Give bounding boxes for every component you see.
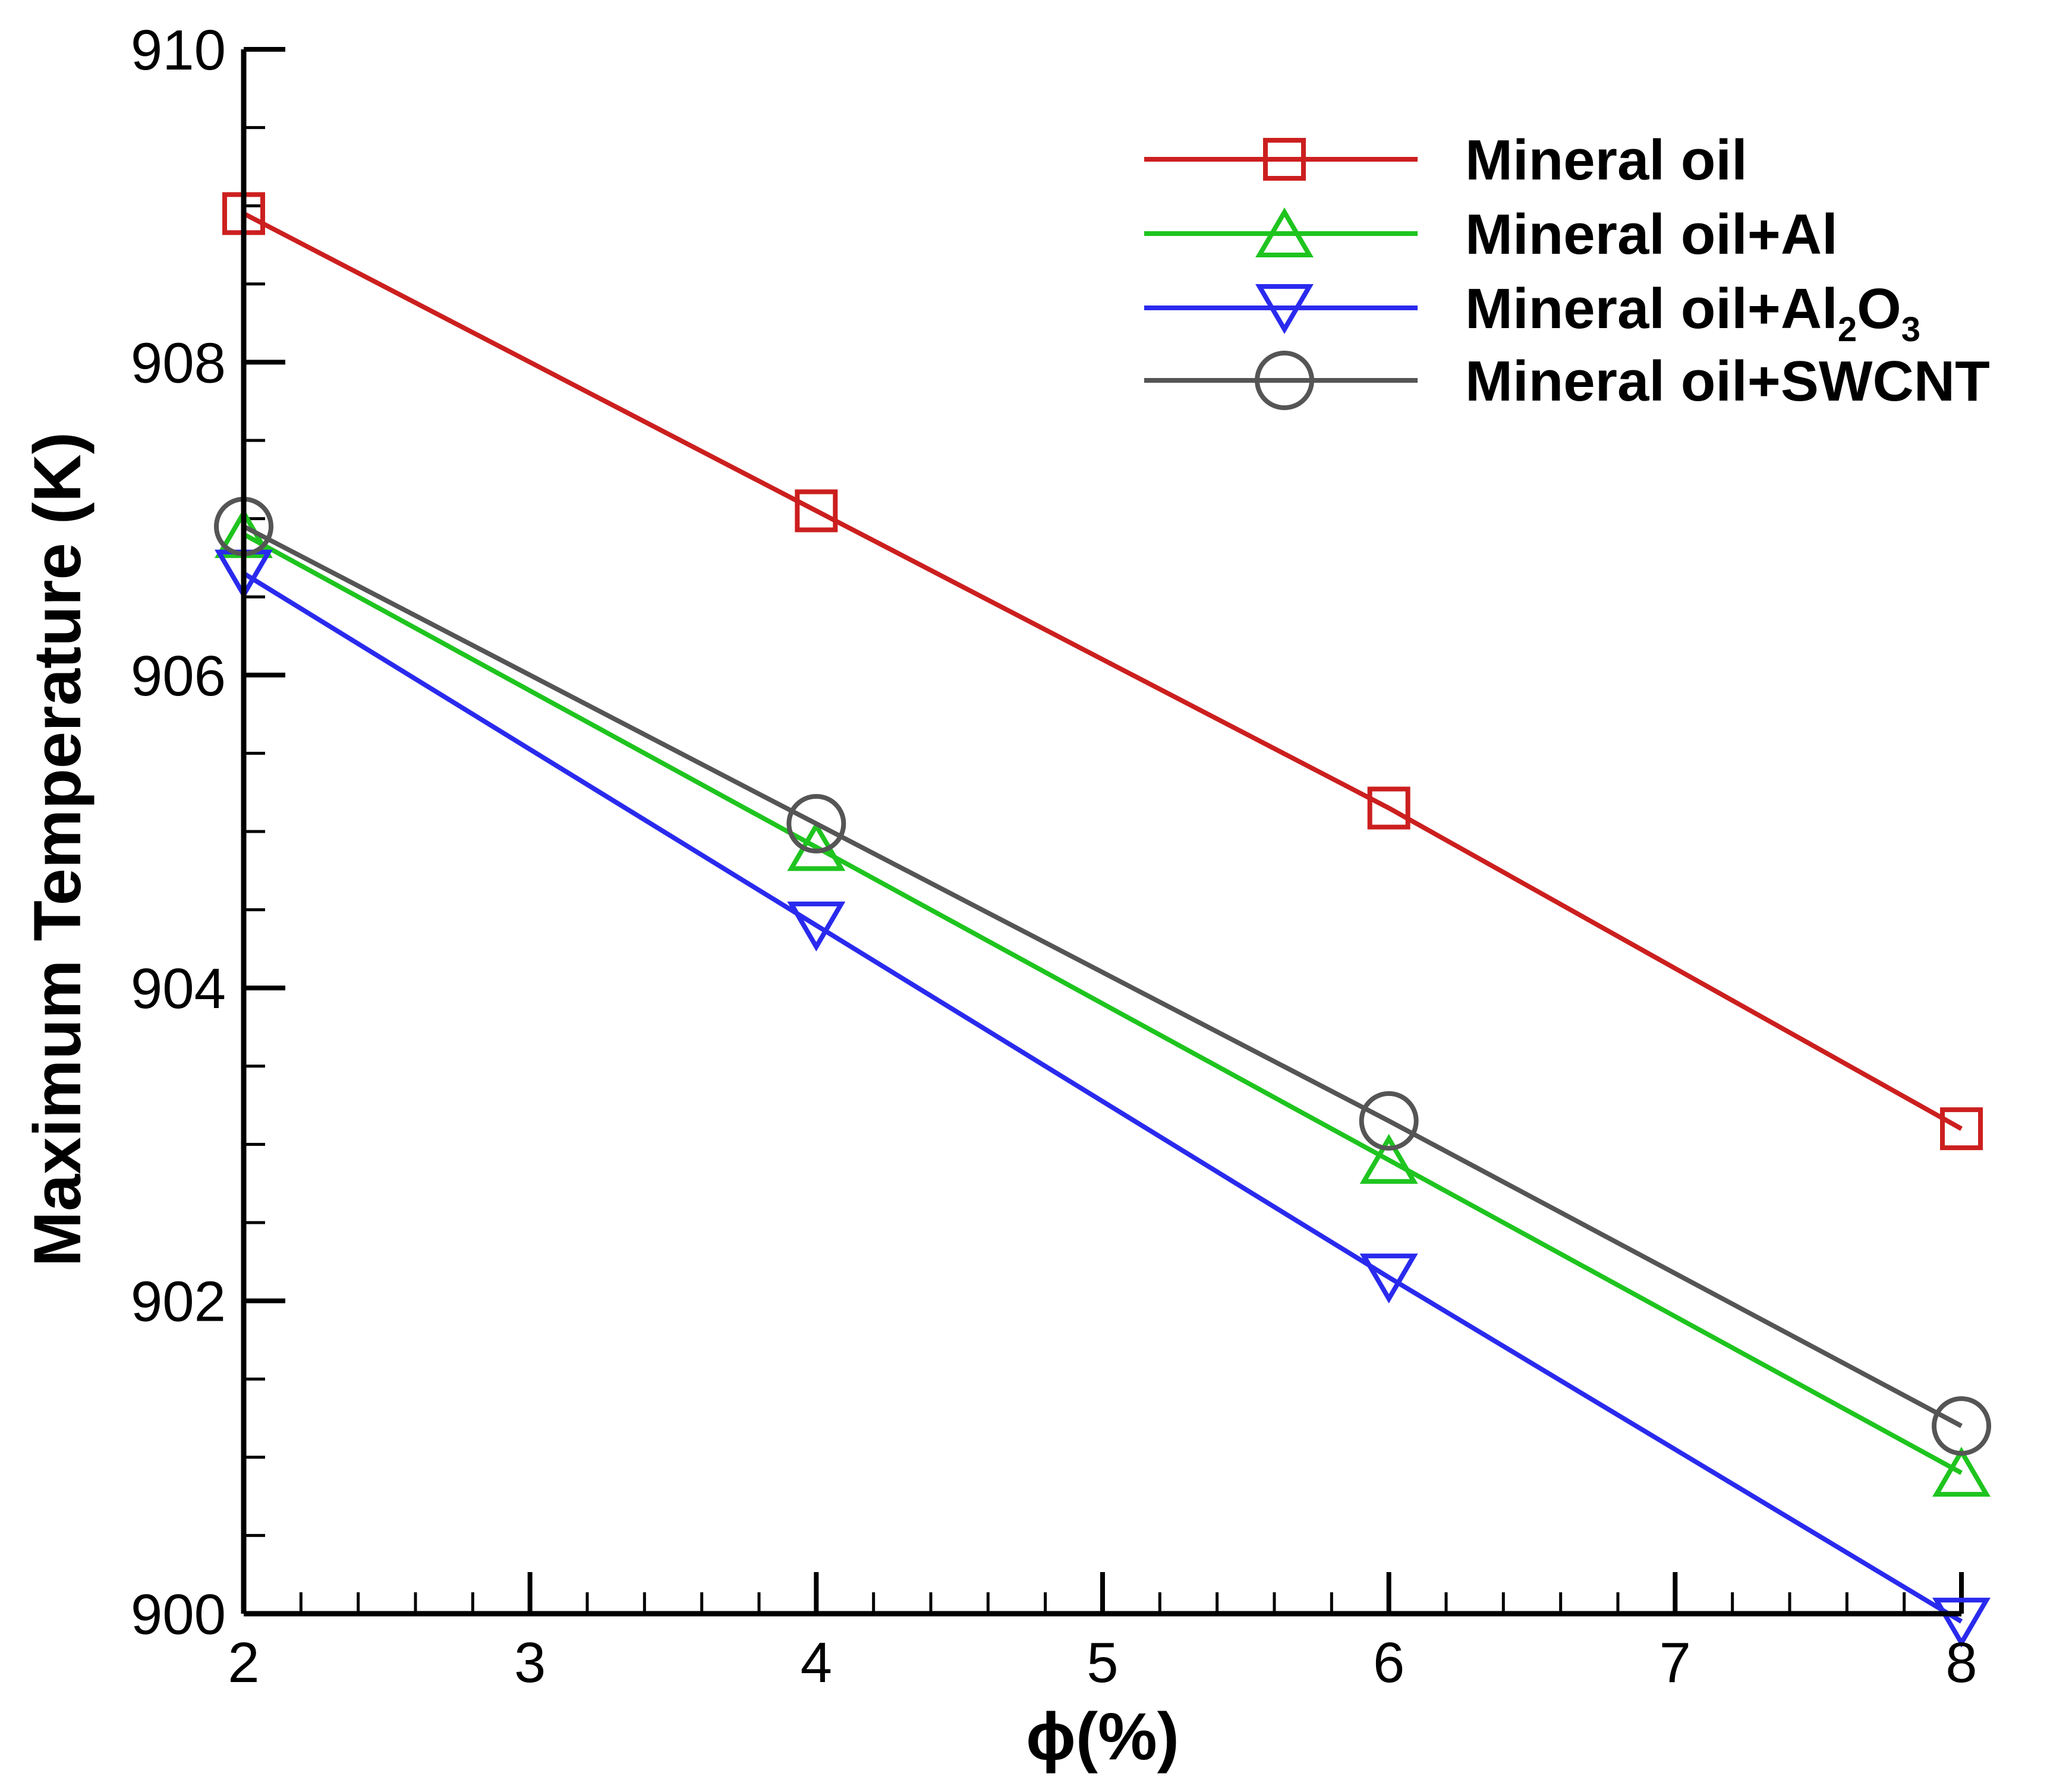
x-tick-label: 5 — [1087, 1631, 1118, 1695]
data-point — [1940, 1107, 1983, 1151]
tick-labels: 2 3 4 5 6 7 8 900 902 904 906 908 910 — [131, 18, 1977, 1695]
legend-item: Mineral oil+SWCNT — [1144, 349, 1990, 413]
y-tick-label: 902 — [131, 1270, 226, 1334]
series-3 — [215, 549, 1991, 1648]
y-tick-label: 910 — [131, 18, 226, 82]
data-point — [795, 489, 838, 533]
axis-ticks — [241, 47, 1964, 1616]
legend-label: Mineral oil+SWCNT — [1465, 349, 1990, 413]
legend-item: Mineral oil — [1144, 128, 1747, 192]
y-axis-title: Maximum Temperature (K) — [20, 432, 95, 1267]
legend-marker — [1255, 207, 1314, 257]
series-layer — [214, 192, 1991, 1648]
series-line — [242, 571, 1963, 1624]
series-line — [243, 532, 1963, 1475]
legend-label: Mineral oil+Al2O3 — [1465, 277, 1920, 349]
x-tick-label: 3 — [514, 1631, 546, 1695]
legend-label: Mineral oil — [1465, 128, 1747, 192]
legend-item: Mineral oil+Al2O3 — [1144, 277, 1920, 349]
legend-label: Mineral oil+Al — [1465, 203, 1838, 266]
legend: Mineral oil Mineral oil+Al Mineral oil+Al2… — [1144, 128, 1990, 413]
series-line — [243, 524, 1963, 1428]
y-tick-label: 904 — [131, 957, 226, 1021]
x-axis-title: ϕ(%) — [1026, 1699, 1179, 1774]
data-point — [787, 901, 846, 952]
legend-marker — [1255, 351, 1314, 410]
x-tick-label: 2 — [228, 1631, 259, 1695]
series-line — [243, 211, 1963, 1131]
legend-item: Mineral oil+Al — [1144, 203, 1838, 266]
legend-marker — [1263, 138, 1306, 181]
data-point — [1359, 1254, 1418, 1304]
x-tick-label: 8 — [1945, 1631, 1977, 1695]
data-point — [1932, 1396, 1991, 1456]
y-tick-label: 900 — [131, 1583, 226, 1646]
y-tick-label: 908 — [131, 331, 226, 395]
y-tick-label: 906 — [131, 644, 226, 708]
x-tick-label: 7 — [1659, 1631, 1691, 1695]
x-tick-label: 4 — [801, 1631, 832, 1695]
x-tick-label: 6 — [1373, 1631, 1405, 1695]
series-4 — [214, 496, 1991, 1456]
data-point — [1367, 786, 1410, 830]
data-point — [1932, 1447, 1991, 1497]
data-point — [1932, 1598, 1991, 1648]
data-point — [1359, 1091, 1419, 1151]
data-point — [786, 793, 846, 854]
legend-marker — [1255, 284, 1314, 334]
data-point — [1359, 1133, 1418, 1184]
